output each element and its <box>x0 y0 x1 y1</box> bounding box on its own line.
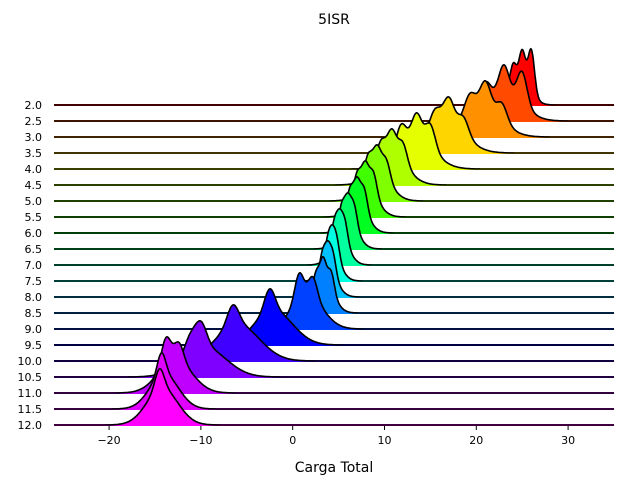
ridge-area <box>308 176 406 233</box>
y-tick-label: 10.5 <box>18 371 43 384</box>
y-tick-label: 2.5 <box>25 115 43 128</box>
ridge-outline <box>54 367 614 426</box>
ridge-outline <box>54 191 614 250</box>
y-tick-label: 6.5 <box>25 243 43 256</box>
ridge-area <box>301 192 394 249</box>
x-tick-label: 30 <box>561 434 575 447</box>
ridge-outline <box>54 207 614 266</box>
y-tick-label: 6.0 <box>25 227 43 240</box>
ridge-series <box>54 367 614 426</box>
ridge-area <box>362 96 528 153</box>
y-tick-label: 9.5 <box>25 339 43 352</box>
ridges-group <box>54 47 614 426</box>
ridge-outline <box>54 335 614 394</box>
ridge-area <box>190 288 356 345</box>
y-tick-label: 11.0 <box>18 387 43 400</box>
y-tick-label: 7.0 <box>25 259 43 272</box>
ridge-area <box>337 112 494 169</box>
ridge-outline <box>54 175 614 234</box>
y-tick-label: 10.0 <box>18 355 43 368</box>
y-tick-label: 8.0 <box>25 291 43 304</box>
x-tick-label: −10 <box>189 434 212 447</box>
ridge-area <box>425 64 582 121</box>
ridge-area <box>295 208 384 265</box>
x-tick-label: 20 <box>469 434 483 447</box>
x-tick-label: 0 <box>289 434 296 447</box>
chart-title: 5ISR <box>318 12 350 28</box>
ridge-outline <box>54 143 614 202</box>
y-tick-label: 11.5 <box>18 403 43 416</box>
y-tick-label: 9.0 <box>25 323 43 336</box>
ridge-outline <box>54 159 614 218</box>
y-tick-label: 3.5 <box>25 147 43 160</box>
x-axis-label: Carga Total <box>295 460 373 476</box>
ridge-area <box>238 272 377 329</box>
ridge-area <box>145 304 330 361</box>
ridge-outline <box>54 127 614 186</box>
x-tick-label: 10 <box>377 434 391 447</box>
ridge-outline <box>54 351 614 410</box>
y-tick-labels: 2.0 2.5 3.0 3.5 4.0 4.5 5.0 5.5 6.0 6.5 7.0 7.5 8.0 8… <box>18 99 43 432</box>
y-tick-label: 5.5 <box>25 211 43 224</box>
ridge-series <box>54 143 614 202</box>
ridge-outline <box>54 319 614 378</box>
ridge-area <box>316 144 436 201</box>
ridge-area <box>93 368 232 425</box>
ridge-area <box>101 336 249 393</box>
ridge-series <box>54 127 614 186</box>
y-tick-label: 7.5 <box>25 275 43 288</box>
y-tick-label: 8.5 <box>25 307 43 320</box>
x-axis: −20 −10 0 10 20 30 <box>97 426 575 447</box>
ridge-area <box>398 80 564 137</box>
y-tick-label: 5.0 <box>25 195 43 208</box>
y-tick-label: 4.0 <box>25 163 43 176</box>
ridge-area <box>322 128 460 185</box>
y-tick-label: 4.5 <box>25 179 43 192</box>
y-tick-label: 3.0 <box>25 131 43 144</box>
ridge-area <box>112 320 297 377</box>
ridge-series <box>54 47 614 106</box>
ridge-area <box>278 256 370 313</box>
y-tick-label: 2.0 <box>25 99 43 112</box>
x-tick-label: −20 <box>97 434 120 447</box>
y-tick-label: 12.0 <box>18 419 43 432</box>
ridge-series <box>54 319 614 378</box>
